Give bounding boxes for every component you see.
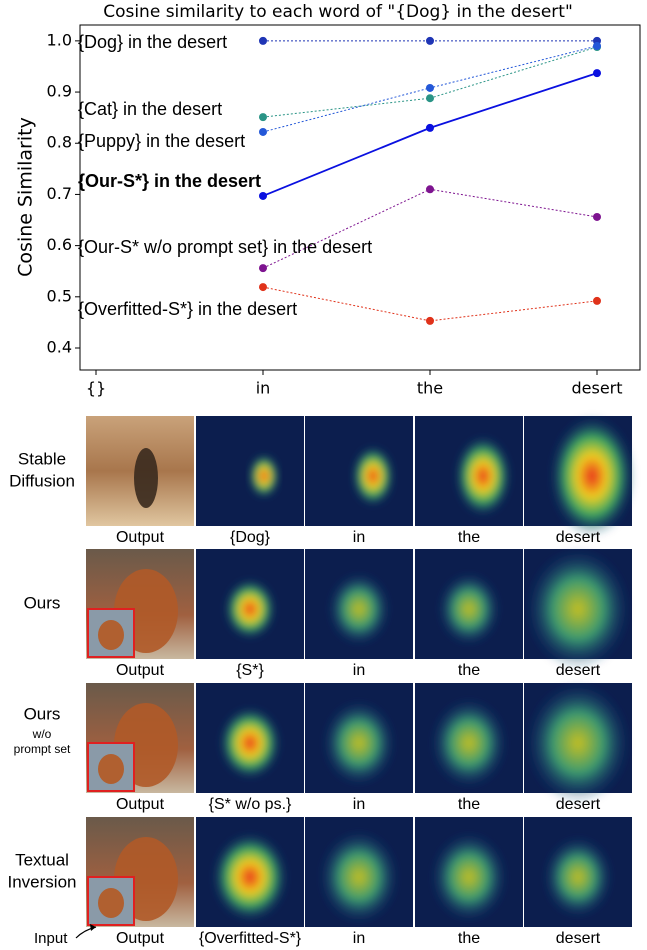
input-label: Input [34,930,68,947]
caption: Output [116,930,165,947]
attention-blob [248,454,280,498]
row-sublabel: prompt set [14,742,71,756]
attention-blob [219,707,281,779]
series-point [259,283,267,292]
attention-blob [212,833,288,921]
y-tick-label: 1.0 [47,30,72,49]
caption: desert [556,930,601,947]
series-point [593,69,601,78]
series-point [426,316,434,325]
series-label: {Our-S*} in the desert [78,171,261,191]
x-tick-label: desert [571,379,622,398]
y-tick-label: 0.9 [47,82,72,101]
caption: desert [556,529,601,546]
chart-title: Cosine similarity to each word of "{Dog}… [103,2,573,22]
y-tick-label: 0.5 [47,286,72,305]
attention-blob [550,416,634,536]
series-label: {Cat} in the desert [78,99,222,119]
attention-blob [455,436,511,516]
caption: in [353,529,365,546]
caption: {Dog} [230,529,271,546]
y-tick-label: 0.6 [47,235,72,254]
y-axis-label: Cosine Similarity [15,117,37,277]
series-point [259,264,267,273]
series-point [593,212,601,221]
inset-dog [98,620,124,650]
attention-blob [319,831,399,923]
series-point [259,127,267,136]
caption: Output [116,529,165,546]
series-point [426,94,434,103]
caption: Output [116,662,165,679]
series-point [426,185,434,194]
series-point [426,83,434,92]
series-label: {Overfitted-S*} in the desert [78,299,297,319]
attention-blob [328,573,390,645]
caption: desert [556,796,601,813]
caption: {Overfitted-S*} [199,930,302,947]
series-point [593,296,601,305]
attention-blob [224,579,276,639]
y-tick-label: 0.8 [47,133,72,152]
caption: the [458,662,480,679]
attention-blob [352,446,394,506]
caption: desert [556,662,601,679]
attention-blob [527,683,629,803]
row-label: Inversion [8,872,77,891]
series-point [426,36,434,45]
attention-blob [438,573,500,645]
y-tick-label: 0.7 [47,184,72,203]
dog [134,448,158,508]
attention-blob [527,549,629,669]
series-label: {Dog} in the desert [78,32,227,52]
inset-dog [98,754,124,784]
row-label: Ours [24,593,61,612]
caption: {S* w/o ps.} [209,796,292,813]
y-tick-label: 0.4 [47,337,72,356]
caption: the [458,930,480,947]
row-sublabel: w/o [32,727,52,741]
series-point [259,191,267,200]
caption: the [458,796,480,813]
caption: in [353,796,365,813]
caption: the [458,529,480,546]
x-tick-label: the [417,379,443,398]
row-label: Stable [18,449,66,468]
inset-dog [98,888,124,918]
series-line [262,46,598,118]
plot-frame [79,24,641,371]
series-label: {Our-S* w/o prompt set} in the desert [78,237,372,257]
series-point [426,123,434,132]
input-arrowhead [90,924,96,931]
row-label: Diffusion [9,471,75,490]
caption: {S*} [236,662,264,679]
attention-blob [431,699,507,787]
attention-blob [431,833,507,921]
x-tick-label: {} [86,379,106,398]
row-label: Textual [15,850,69,869]
attention-blob [544,837,612,917]
series-point [259,113,267,122]
series-point [259,36,267,45]
caption: in [353,662,365,679]
attention-blob [323,701,395,785]
x-tick-label: in [256,379,271,398]
row-label: Ours [24,704,61,723]
series-label: {Puppy} in the desert [78,131,245,151]
caption: Output [116,796,165,813]
caption: in [353,930,365,947]
series-point [593,41,601,50]
series-line [262,286,598,322]
